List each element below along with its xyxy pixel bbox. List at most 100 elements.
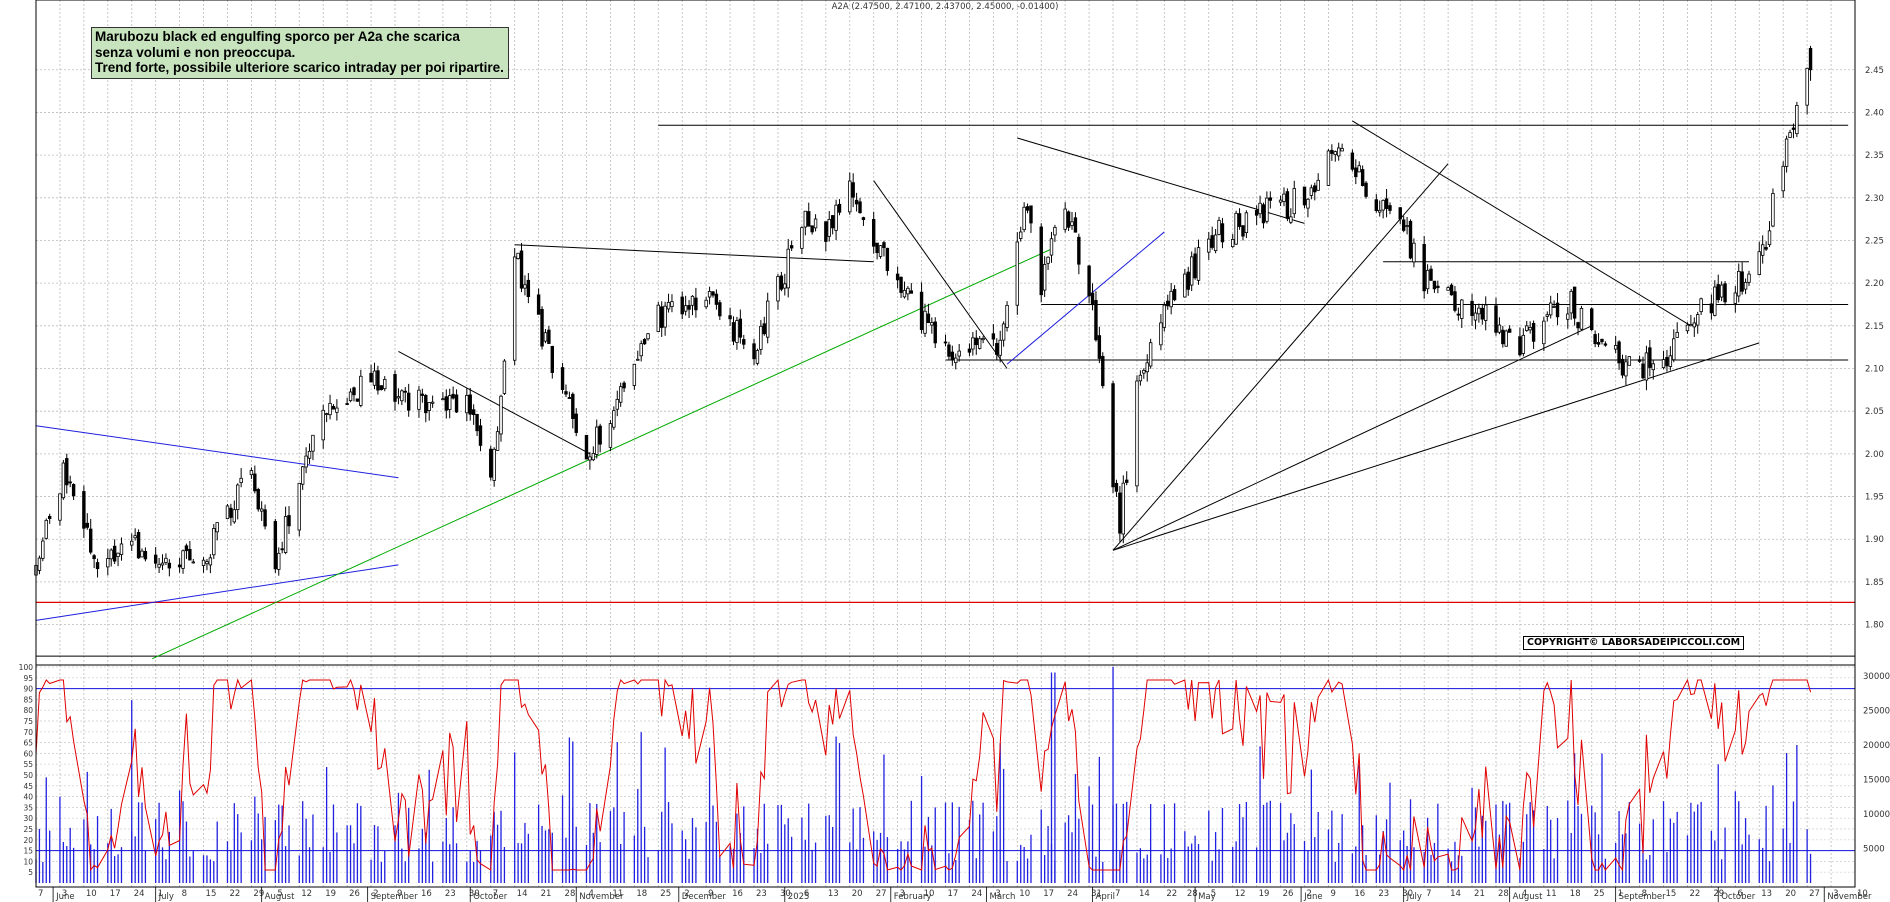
candle-body (1306, 198, 1310, 209)
candle-body (205, 561, 209, 565)
candle-body (1398, 207, 1402, 220)
candle-body (1675, 332, 1679, 338)
candle-body (878, 245, 883, 257)
candle-body (1337, 147, 1341, 157)
candle-body (379, 385, 384, 391)
candle-body (1360, 169, 1365, 186)
x-tick-label: 2 (373, 889, 378, 899)
x-tick-label: 26 (1283, 889, 1294, 899)
candle-body (919, 291, 924, 331)
x-tick-label: 6 (1737, 889, 1742, 899)
candle-body (824, 221, 828, 242)
candle-body (1494, 305, 1498, 333)
x-tick-label: 15 (1666, 889, 1677, 899)
candle-body (632, 363, 637, 386)
candle-body (1733, 292, 1738, 304)
candle-body (1135, 380, 1139, 487)
x-tick-label: 23 (445, 889, 456, 899)
candle-body (516, 252, 520, 260)
trendline (398, 350, 591, 455)
candle-body (47, 515, 52, 519)
candle-body (564, 391, 568, 395)
candle-body (475, 413, 479, 432)
x-month-label: August (1513, 892, 1543, 902)
candle-body (82, 491, 86, 529)
candle-body (1713, 286, 1717, 316)
candle-body (1039, 226, 1043, 296)
candle-body (492, 448, 496, 481)
candle-body (1740, 271, 1744, 292)
candle-body (861, 217, 866, 220)
candle-body (1162, 304, 1167, 328)
candle-body (1432, 280, 1437, 290)
candle-body (1576, 322, 1580, 329)
candle-body (208, 557, 213, 566)
candle-body (789, 245, 794, 249)
candle-body (396, 396, 401, 399)
candle-body (943, 341, 948, 344)
trendline (1112, 325, 1592, 551)
x-tick-label: 24 (971, 889, 982, 899)
candle-body (612, 410, 616, 428)
x-tick-label: 14 (517, 889, 528, 899)
candle-body (1648, 347, 1652, 368)
x-tick-label: 23 (756, 889, 767, 899)
x-tick-label: 29 (253, 889, 264, 899)
candle-body (1579, 307, 1584, 330)
candle-body (1015, 241, 1020, 306)
candle-body (1613, 345, 1618, 350)
x-tick-label: 3 (1833, 889, 1838, 899)
candle-body (61, 462, 66, 499)
candle-body (827, 218, 831, 237)
candle-body (1531, 322, 1536, 342)
candle-body (1668, 355, 1673, 367)
candle-body (1453, 291, 1457, 311)
candle-body (1620, 358, 1625, 376)
x-tick-label: 19 (1259, 889, 1270, 899)
candle-body (355, 398, 360, 402)
x-month-label: December (682, 892, 727, 902)
candle-body (1087, 265, 1091, 297)
candle-body (300, 466, 305, 485)
candle-body (519, 250, 524, 289)
candle-body (536, 294, 541, 315)
x-tick-label: 17 (110, 889, 121, 899)
y-tick-label: 2.00 (1865, 450, 1884, 460)
trendline (35, 425, 399, 479)
candle-body (1268, 197, 1273, 201)
candle-body (971, 337, 975, 350)
volume-tick-label: 15000 (1863, 775, 1890, 785)
x-month-label: February (894, 892, 932, 902)
candle-body (468, 394, 472, 415)
candle-body (369, 372, 373, 383)
osc-tick-label: 15 (23, 847, 33, 856)
x-month-label: September (371, 892, 418, 902)
candle-body (212, 528, 216, 556)
candle-body (1805, 67, 1809, 106)
x-tick-label: 23 (1378, 889, 1389, 899)
candle-body (1378, 209, 1382, 213)
candle-body (1709, 303, 1714, 314)
candle-body (1528, 326, 1532, 331)
x-tick-label: 13 (1761, 889, 1772, 899)
trendline (1006, 231, 1165, 365)
candle-body (1333, 151, 1337, 155)
candle-body (304, 455, 308, 468)
x-tick-label: 7 (493, 889, 498, 899)
candle-body (191, 561, 195, 564)
candle-body (85, 522, 89, 528)
x-tick-label: 7 (38, 889, 43, 899)
trendline (1112, 163, 1449, 551)
candle-body (1207, 238, 1211, 253)
candle-body (136, 531, 141, 559)
volume-tick-label: 25000 (1863, 706, 1890, 716)
x-tick-label: 10 (924, 889, 935, 899)
candle-body (1114, 482, 1119, 492)
candle-body (1460, 299, 1464, 319)
x-tick-label: 10 (1019, 889, 1030, 899)
x-month-label: November (1827, 892, 1872, 902)
candle-body (1388, 205, 1392, 211)
candle-body (1309, 187, 1314, 196)
note-line: senza volumi e non preoccupa. (95, 44, 296, 60)
x-tick-label: 3 (995, 889, 1000, 899)
